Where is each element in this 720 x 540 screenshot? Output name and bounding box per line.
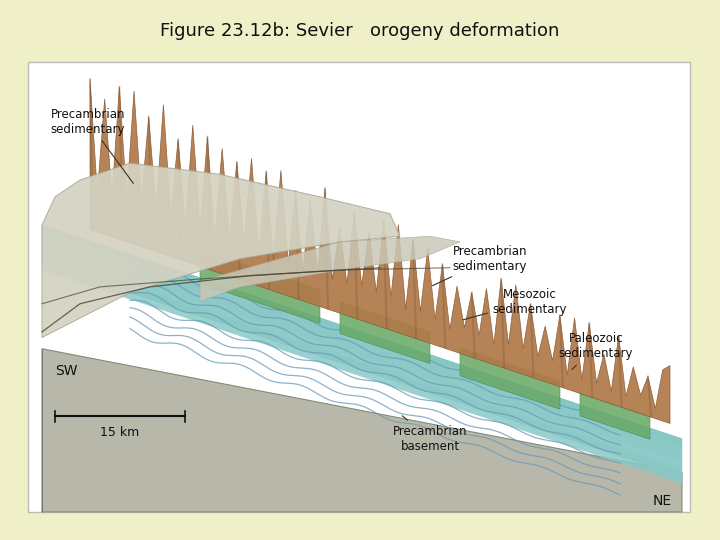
- Text: Precambrian
sedimentary: Precambrian sedimentary: [50, 107, 133, 184]
- Polygon shape: [42, 225, 682, 446]
- Polygon shape: [200, 249, 320, 323]
- Polygon shape: [200, 237, 460, 301]
- Text: SW: SW: [55, 364, 78, 378]
- Polygon shape: [340, 302, 430, 363]
- Text: Paleozoic
sedimentary: Paleozoic sedimentary: [559, 333, 634, 369]
- Text: NE: NE: [653, 494, 672, 508]
- Polygon shape: [42, 233, 682, 454]
- Text: Precambrian
sedimentary: Precambrian sedimentary: [433, 245, 527, 286]
- Polygon shape: [42, 163, 400, 338]
- Polygon shape: [460, 348, 560, 409]
- Polygon shape: [42, 256, 682, 477]
- Text: Precambrian
basement: Precambrian basement: [392, 416, 467, 453]
- Polygon shape: [580, 394, 650, 440]
- Polygon shape: [42, 349, 682, 512]
- Text: Mesozoic
sedimentary: Mesozoic sedimentary: [463, 287, 567, 320]
- Text: 15 km: 15 km: [100, 427, 140, 440]
- FancyBboxPatch shape: [28, 62, 690, 512]
- Polygon shape: [42, 241, 682, 461]
- Polygon shape: [90, 79, 670, 423]
- Text: Figure 23.12b: Sevier   orogeny deformation: Figure 23.12b: Sevier orogeny deformatio…: [161, 23, 559, 40]
- Polygon shape: [42, 225, 682, 484]
- Polygon shape: [42, 248, 682, 469]
